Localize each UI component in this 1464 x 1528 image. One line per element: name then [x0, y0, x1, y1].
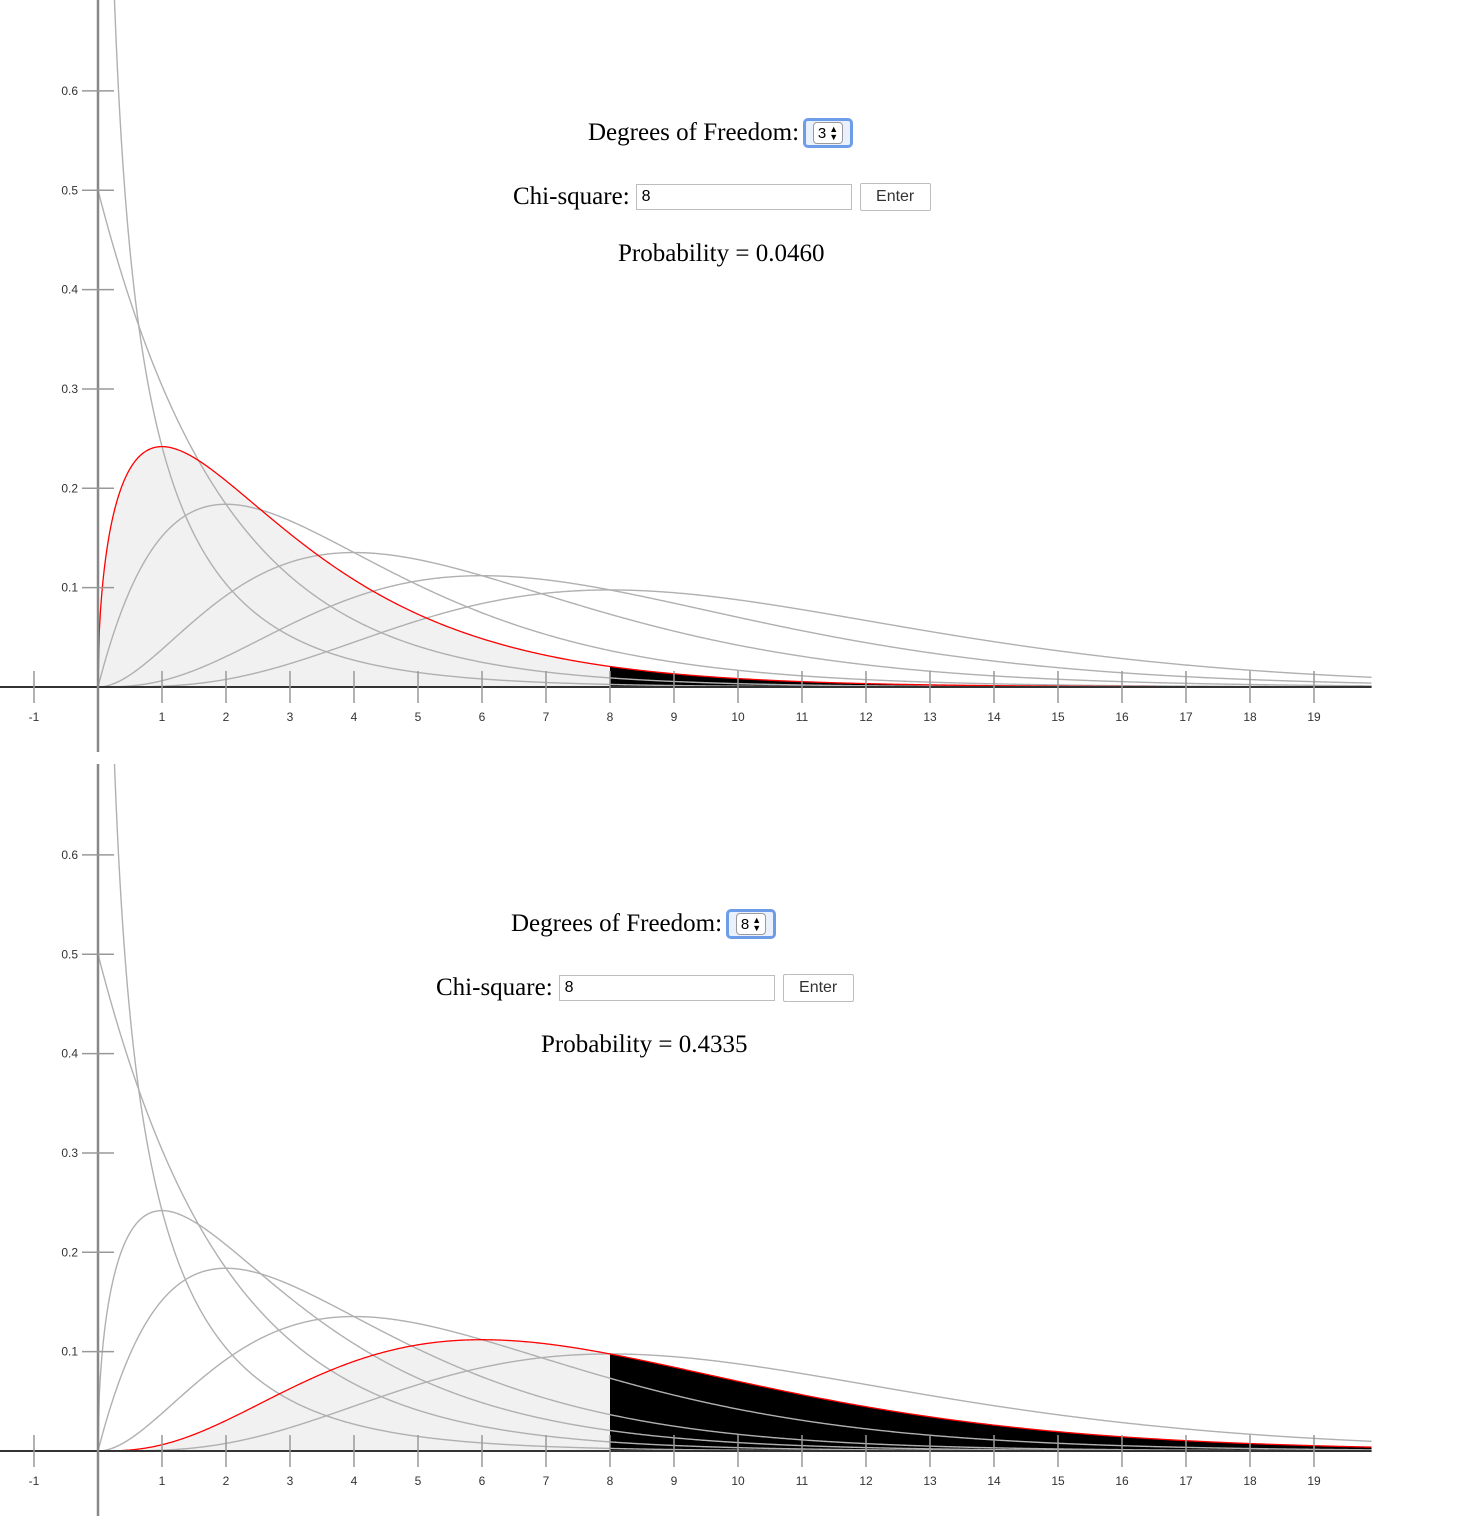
- x-tick-label: 8: [607, 710, 614, 724]
- x-tick-label: 7: [543, 710, 550, 724]
- x-tick-label: 12: [859, 710, 873, 724]
- y-tick-label: 0.1: [61, 581, 78, 595]
- x-tick-label: 14: [987, 710, 1001, 724]
- area-left-of-chi-square: [98, 446, 610, 687]
- y-tick-label: 0.4: [61, 283, 78, 297]
- y-tick-label: 0.3: [61, 382, 78, 396]
- df-select-value: 3: [817, 124, 827, 142]
- chevron-updown-icon: ▲ ▼: [752, 915, 762, 933]
- series-curve-df-10: [98, 1353, 1372, 1452]
- series-curve-df-10: [98, 589, 1372, 688]
- x-tick-label: 1: [159, 1474, 166, 1488]
- chart-panel-bottom: -1 1 2 3 4 5 6 7 8 9 10 11 12 13 14 15 16 17 18 19 0.1 0.2 0.3…: [0, 764, 1464, 1528]
- chi-label: Chi-square:: [436, 974, 553, 1001]
- chi-label: Chi-square:: [513, 183, 630, 210]
- x-tick-label: 18: [1243, 710, 1257, 724]
- x-tick-label: 9: [671, 710, 678, 724]
- y-tick-label: 0.3: [61, 1146, 78, 1160]
- probability-text: Probability = 0.0460: [618, 240, 825, 267]
- enter-button[interactable]: Enter: [782, 974, 854, 1002]
- x-tick-label: 5: [415, 710, 422, 724]
- df-label: Degrees of Freedom:: [588, 119, 800, 146]
- x-tick-label: 4: [351, 710, 358, 724]
- y-tick-label: 0.5: [61, 183, 78, 197]
- x-tick-label: 18: [1243, 1474, 1257, 1488]
- x-tick-label: 14: [987, 1474, 1001, 1488]
- df-select[interactable]: 3 ▲ ▼: [803, 118, 854, 148]
- x-tick-label: 6: [479, 710, 486, 724]
- enter-button[interactable]: Enter: [859, 183, 931, 211]
- plot-area: [97, 764, 1372, 1452]
- x-tick-label: 3: [287, 710, 294, 724]
- x-tick-label: 13: [923, 710, 937, 724]
- y-tick-label: 0.2: [61, 481, 78, 495]
- chevron-updown-icon: ▲ ▼: [829, 124, 839, 142]
- x-tick-label: 3: [287, 1474, 294, 1488]
- x-tick-label: 16: [1115, 710, 1129, 724]
- df-row: Degrees of Freedom: 8 ▲ ▼: [511, 909, 777, 939]
- x-tick-label: 7: [543, 1474, 550, 1488]
- x-tick-label: 17: [1179, 710, 1193, 724]
- df-row: Degrees of Freedom: 3 ▲ ▼: [588, 118, 854, 148]
- x-tick-label: 19: [1307, 710, 1321, 724]
- x-tick-label: 15: [1051, 710, 1065, 724]
- x-tick-label: 4: [351, 1474, 358, 1488]
- x-tick-label: 15: [1051, 1474, 1065, 1488]
- plot-area: [97, 0, 1372, 688]
- chi-square-chart-bottom: -1 1 2 3 4 5 6 7 8 9 10 11 12 13 14 15 16 17 18 190.10.20.3…: [0, 764, 1372, 1516]
- probability-row: Probability = 0.0460: [618, 240, 824, 268]
- chi-row: Chi-square: 8 Enter: [513, 183, 931, 211]
- x-tick-label: 17: [1179, 1474, 1193, 1488]
- series-curve-df-8: [98, 575, 1372, 688]
- series-curve-df-6: [97, 1315, 1372, 1452]
- tail-area: [610, 1353, 1372, 1451]
- x-tick-label: 12: [859, 1474, 873, 1488]
- chart-panel-top: -1 1 2 3 4 5 6 7 8 9 10 11 12 13 14 15 16 17 18 19 0.1 0.2 0.3…: [0, 0, 1372, 752]
- x-tick-label: -1: [29, 1474, 40, 1488]
- x-tick-label: 19: [1307, 1474, 1321, 1488]
- df-select[interactable]: 8 ▲ ▼: [726, 909, 777, 939]
- df-select-value: 8: [740, 915, 750, 933]
- x-tick-label: 13: [923, 1474, 937, 1488]
- series-curve-df-6: [97, 551, 1372, 688]
- x-tick-label: -1: [29, 710, 40, 724]
- chi-row: Chi-square: 8 Enter: [436, 974, 854, 1002]
- y-tick-label: 0.5: [61, 947, 78, 961]
- y-tick-label: 0.4: [61, 1047, 78, 1061]
- probability-row: Probability = 0.4335: [541, 1031, 747, 1059]
- x-tick-label: 2: [223, 710, 230, 724]
- x-tick-label: 2: [223, 1474, 230, 1488]
- chi-square-chart-top: -1 1 2 3 4 5 6 7 8 9 10 11 12 13 14 15 16 17 18 190.10.20.3…: [0, 0, 1372, 752]
- y-tick-label: 0.6: [61, 848, 78, 862]
- series-curve-df-1: [113, 764, 1371, 1452]
- chi-square-input[interactable]: 8: [558, 975, 775, 1001]
- x-tick-label: 5: [415, 1474, 422, 1488]
- y-tick-label: 0.1: [61, 1345, 78, 1359]
- x-tick-label: 16: [1115, 1474, 1129, 1488]
- df-label: Degrees of Freedom:: [511, 910, 723, 937]
- highlighted-curve: [98, 1339, 1372, 1452]
- x-tick-label: 8: [607, 1474, 614, 1488]
- series-curve-df-4: [97, 1267, 1372, 1452]
- chi-square-input[interactable]: 8: [635, 184, 852, 210]
- x-tick-label: 11: [796, 710, 809, 724]
- x-tick-label: 10: [731, 710, 745, 724]
- series-curve-df-2: [97, 954, 1372, 1452]
- x-tick-label: 11: [796, 1474, 809, 1488]
- x-tick-label: 1: [159, 710, 166, 724]
- y-tick-label: 0.2: [61, 1245, 78, 1259]
- x-tick-label: 9: [671, 1474, 678, 1488]
- x-tick-label: 10: [731, 1474, 745, 1488]
- probability-text: Probability = 0.4335: [541, 1031, 748, 1058]
- y-tick-label: 0.6: [61, 84, 78, 98]
- x-tick-label: 6: [479, 1474, 486, 1488]
